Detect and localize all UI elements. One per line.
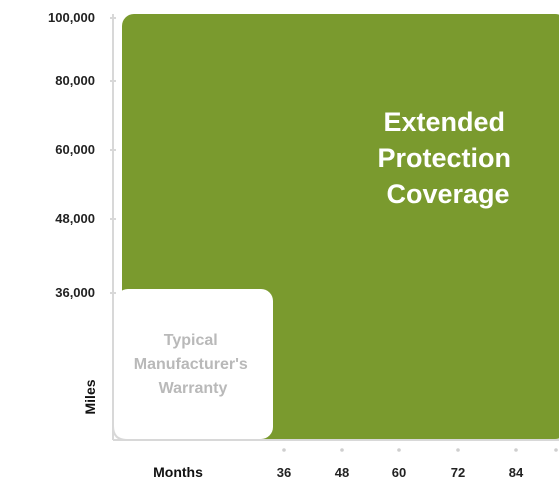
manufacturer-label-line: Manufacturer's bbox=[134, 356, 248, 373]
x-tick-mark bbox=[397, 448, 401, 452]
extended-label-line: Coverage bbox=[386, 179, 509, 209]
extended-coverage-label: Extended Protection Coverage bbox=[377, 107, 518, 209]
x-tick-mark bbox=[554, 448, 558, 452]
x-tick-label: 72 bbox=[451, 465, 465, 478]
manufacturer-warranty-label: Typical Manufacturer's Warranty bbox=[134, 332, 253, 397]
x-tick-mark bbox=[456, 448, 460, 452]
x-axis-ticks: 36 48 60 72 84 bbox=[277, 448, 558, 478]
y-axis-title: Miles bbox=[82, 379, 98, 414]
x-tick-label: 48 bbox=[335, 465, 349, 478]
x-axis-title: Months bbox=[153, 464, 203, 478]
extended-label-line: Extended bbox=[383, 107, 505, 137]
x-tick-label: 36 bbox=[277, 465, 291, 478]
extended-label-line: Protection bbox=[377, 143, 511, 173]
y-tick-label: 100,000 bbox=[48, 10, 95, 25]
axis-corner bbox=[112, 425, 128, 441]
y-tick-label: 80,000 bbox=[55, 73, 95, 88]
y-tick-label: 60,000 bbox=[55, 142, 95, 157]
x-tick-label: 84 bbox=[509, 465, 524, 478]
x-tick-mark bbox=[340, 448, 344, 452]
x-tick-mark bbox=[282, 448, 286, 452]
manufacturer-warranty-region bbox=[116, 289, 273, 439]
y-axis-ticks: 100,000 80,000 60,000 48,000 36,000 bbox=[48, 10, 116, 300]
x-tick-mark bbox=[514, 448, 518, 452]
manufacturer-label-line: Warranty bbox=[159, 380, 228, 397]
y-tick-label: 36,000 bbox=[55, 285, 95, 300]
x-tick-label: 60 bbox=[392, 465, 406, 478]
manufacturer-label-line: Typical bbox=[164, 332, 218, 349]
y-tick-label: 48,000 bbox=[55, 211, 95, 226]
